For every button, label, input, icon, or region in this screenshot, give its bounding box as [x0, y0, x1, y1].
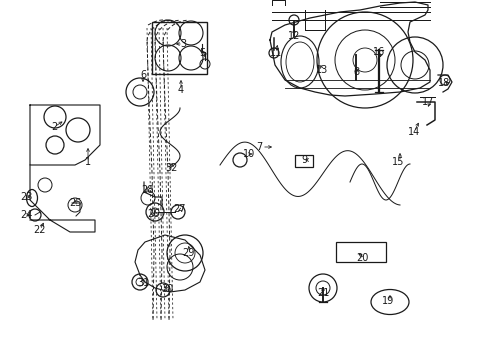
Text: 19: 19 — [381, 296, 393, 306]
Text: 6: 6 — [140, 70, 146, 80]
Text: 18: 18 — [437, 78, 449, 88]
Text: 31: 31 — [137, 278, 149, 288]
Text: 9: 9 — [300, 155, 306, 165]
Text: 16: 16 — [372, 47, 385, 57]
Text: 10: 10 — [243, 149, 255, 159]
Text: 5: 5 — [199, 48, 204, 58]
Text: 8: 8 — [352, 67, 358, 77]
Text: 29: 29 — [182, 248, 194, 258]
Text: 22: 22 — [34, 225, 46, 235]
Text: 1: 1 — [85, 157, 91, 167]
Bar — [294, 155, 312, 167]
Text: 32: 32 — [165, 163, 178, 173]
Text: 20: 20 — [355, 253, 367, 263]
Text: 26: 26 — [146, 209, 159, 219]
Text: 3: 3 — [180, 39, 185, 49]
Text: 28: 28 — [141, 185, 153, 195]
Text: 27: 27 — [173, 204, 186, 214]
Text: 4: 4 — [178, 85, 183, 95]
Text: 14: 14 — [407, 127, 419, 137]
Text: 15: 15 — [391, 157, 404, 167]
Bar — [335, 242, 385, 262]
Text: 7: 7 — [255, 142, 262, 152]
Text: 30: 30 — [161, 284, 173, 294]
Text: 11: 11 — [269, 48, 282, 58]
Text: 12: 12 — [287, 31, 300, 41]
Text: 25: 25 — [69, 198, 81, 208]
Text: 23: 23 — [20, 192, 32, 202]
Text: 13: 13 — [315, 65, 327, 75]
Text: 17: 17 — [421, 97, 433, 107]
Text: 24: 24 — [20, 210, 32, 220]
Bar — [152, 22, 206, 74]
Text: 2: 2 — [51, 122, 57, 132]
Text: 21: 21 — [316, 288, 328, 298]
